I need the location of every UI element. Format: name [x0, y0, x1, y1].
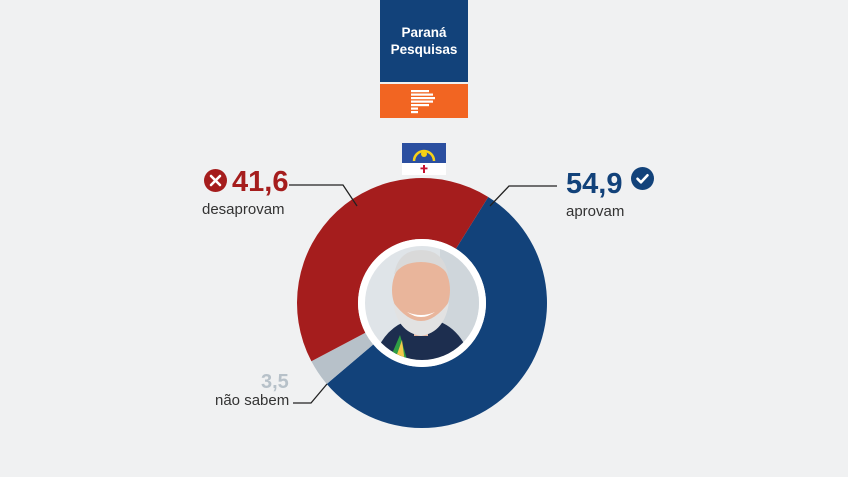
- check-circle-icon: [631, 167, 654, 190]
- aprovam-slice: [326, 196, 548, 428]
- desaprovam-label: desaprovam: [202, 201, 285, 218]
- aprovam-leader-line: [489, 185, 557, 207]
- brand-name-line2: Pesquisas: [390, 42, 458, 57]
- politician-portrait-icon: [358, 239, 486, 367]
- x-circle-icon: [204, 169, 227, 192]
- aprovam-value: 54,9: [566, 168, 623, 200]
- nao-sabem-label: não sabem: [215, 392, 290, 409]
- desaprovam-value: 41,6: [232, 166, 289, 198]
- aprovam-label: aprovam: [566, 203, 625, 220]
- desaprovam-slice: [297, 178, 489, 362]
- pernambuco-flag-icon: [402, 143, 446, 175]
- pesquisa-logo: Paraná Pesquisas: [380, 0, 468, 118]
- paranapesquisas-p-logo-icon: [380, 84, 468, 118]
- brand-name-block: Paraná Pesquisas: [380, 0, 468, 82]
- nao-sabem-slice: [311, 332, 374, 384]
- nao-sabem-leader-line: [293, 383, 328, 404]
- brand-name-line1: Paraná: [401, 25, 447, 40]
- desaprovam-leader-line: [289, 184, 358, 207]
- nao-sabem-value: 3,5: [261, 371, 289, 393]
